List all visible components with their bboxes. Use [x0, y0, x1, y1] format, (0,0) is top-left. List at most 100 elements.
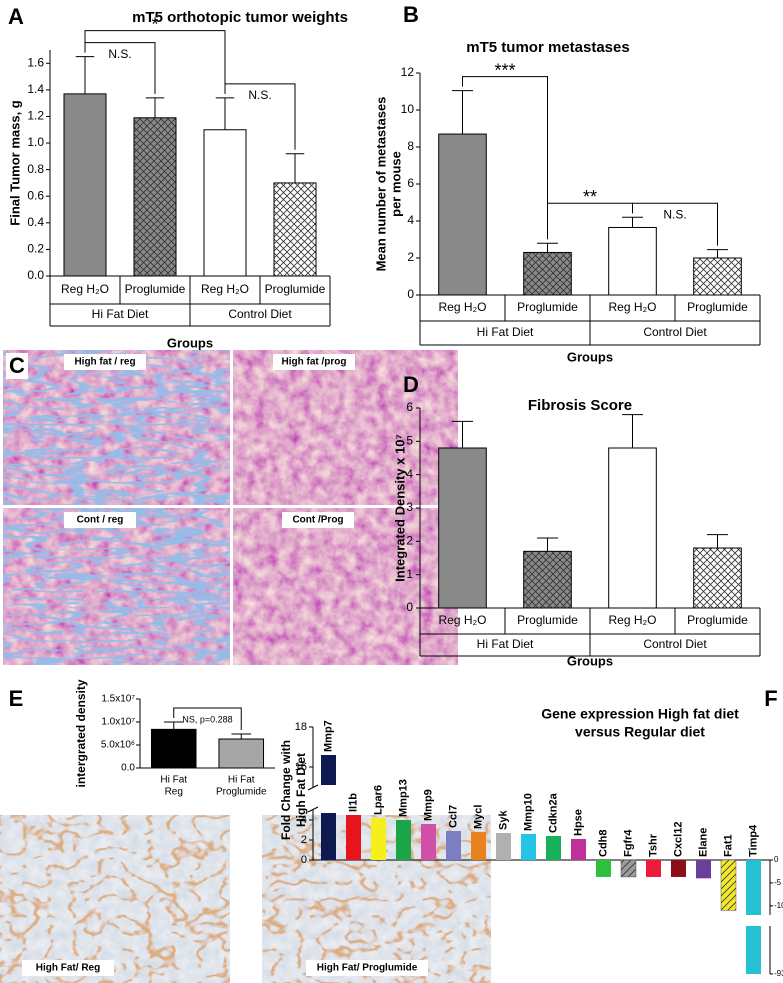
gene-label: Il1b [347, 793, 359, 812]
y-tick-label: 1.0 [27, 135, 44, 149]
y-tick-label: 1 [406, 567, 413, 581]
gene-label: Syk [497, 810, 509, 830]
y-tick-label: 5.0x10⁶ [101, 740, 135, 751]
gene-label: Hpse [572, 809, 584, 836]
significance-bracket [173, 707, 242, 730]
gene-label: Cxcl12 [672, 822, 684, 857]
chart-title: Fibrosis Score [528, 397, 632, 414]
group-label: Control Diet [643, 637, 707, 651]
group-label: Control Diet [643, 325, 707, 339]
gene-label: Cdh8 [597, 830, 609, 858]
y-tick-label: 10 [401, 102, 415, 116]
y-tick-label: 12 [401, 65, 415, 79]
chart-title: Gene expression High fat diet [541, 706, 739, 722]
bar [620, 859, 637, 878]
x-tick-label: Proglumide [687, 300, 748, 314]
bar [346, 815, 361, 860]
y-tick-label: 1.2 [27, 109, 44, 123]
y-axis-label: Final Tumor mass, g [7, 100, 22, 226]
y-tick-label: 5 [406, 434, 413, 448]
y-tick-label: 0.4 [27, 215, 44, 229]
y-tick-label: 2 [301, 834, 307, 846]
significance-label: N.S. [108, 47, 131, 61]
bar [571, 839, 586, 860]
bar [321, 813, 336, 860]
bar [133, 117, 177, 277]
x-tick-label: Reg H₂O [438, 300, 486, 314]
y-tick-label: 6 [407, 176, 414, 190]
histology-image [3, 508, 230, 665]
x-tick-label: Reg H₂O [61, 282, 109, 296]
bar [63, 93, 107, 277]
y-axis-label: Integrated Density x 10⁷ [392, 434, 407, 582]
gene-label: Fat1 [722, 834, 734, 857]
chart-title: mT5 tumor metastases [466, 39, 629, 56]
histology-panel: C High fat / reg High fat /prog Cont / r… [3, 350, 458, 665]
x-axis-label: Groups [567, 349, 613, 364]
significance-bracket [632, 202, 718, 246]
y-tick-label: 0 [407, 287, 414, 301]
bar [720, 859, 737, 911]
image-label-box [22, 960, 114, 976]
y-tick-label: 4 [301, 814, 307, 826]
x-tick-label: Hi Fat [160, 775, 187, 786]
y-tick-label: 1.0x10⁷ [101, 717, 135, 728]
bar [523, 550, 572, 609]
y-tick-label: 8 [407, 139, 414, 153]
x-tick-label: Proglumide [687, 613, 748, 627]
panel-letter: B [403, 2, 419, 27]
bar [273, 182, 317, 277]
image-label-box [282, 512, 354, 528]
histology-image [3, 350, 230, 505]
bar [521, 834, 536, 860]
gene-label: Ccl7 [447, 805, 459, 828]
bar [608, 226, 657, 296]
y-axis-label: Fold Change with [279, 740, 293, 840]
y-tick-label: 3 [406, 500, 413, 514]
significance-label: N.S. [663, 207, 686, 221]
x-tick-label: Reg H₂O [608, 613, 656, 627]
x-axis-label: Groups [167, 335, 213, 350]
y-axis-label: per mouse [388, 151, 403, 217]
y-tick-label: 1.4 [27, 82, 44, 96]
group-label: Hi Fat Diet [477, 637, 534, 651]
bar [218, 738, 265, 769]
gene-label: Mmp10 [522, 793, 534, 831]
bar [446, 831, 461, 860]
image-label: High fat /prog [282, 357, 347, 368]
bar [596, 860, 611, 877]
gene-label: Cdkn2a [547, 792, 559, 833]
histology-image [233, 508, 458, 665]
bar [546, 836, 561, 860]
image-label: High fat / reg [74, 357, 135, 368]
gene-label: Timp4 [747, 824, 759, 857]
image-label-box [306, 960, 428, 976]
bar [471, 832, 486, 860]
chart-title: mT5 orthotopic tumor weights [132, 9, 348, 26]
significance-label: *** [494, 60, 515, 80]
significance-label: ** [583, 187, 597, 207]
bar [421, 824, 436, 860]
y-tick-label: 0 [406, 600, 413, 614]
image-label: High Fat/ Reg [36, 963, 100, 974]
panel-letter-box [6, 353, 28, 379]
y-tick-label: 0 [301, 854, 307, 866]
gene-label: Fgfr4 [622, 829, 634, 857]
bar [496, 833, 511, 860]
y-tick-label: 4 [406, 467, 413, 481]
bar [396, 820, 411, 860]
panel-letter: C [9, 353, 25, 378]
image-label: Cont / reg [77, 515, 124, 526]
bar [203, 129, 247, 277]
x-tick-label: Proglumide [265, 282, 326, 296]
group-label: Hi Fat Diet [92, 307, 149, 321]
y-tick-label: 0.6 [27, 188, 44, 202]
x-tick-label: Reg [165, 787, 183, 798]
gene-label: Mmp7 [322, 720, 334, 752]
image-label: Cont /Prog [292, 515, 343, 526]
staining-image [0, 815, 230, 983]
y-axis-label: intergrated density [74, 679, 88, 787]
image-label-box [64, 354, 146, 370]
y-tick-label: 0.2 [27, 242, 44, 256]
